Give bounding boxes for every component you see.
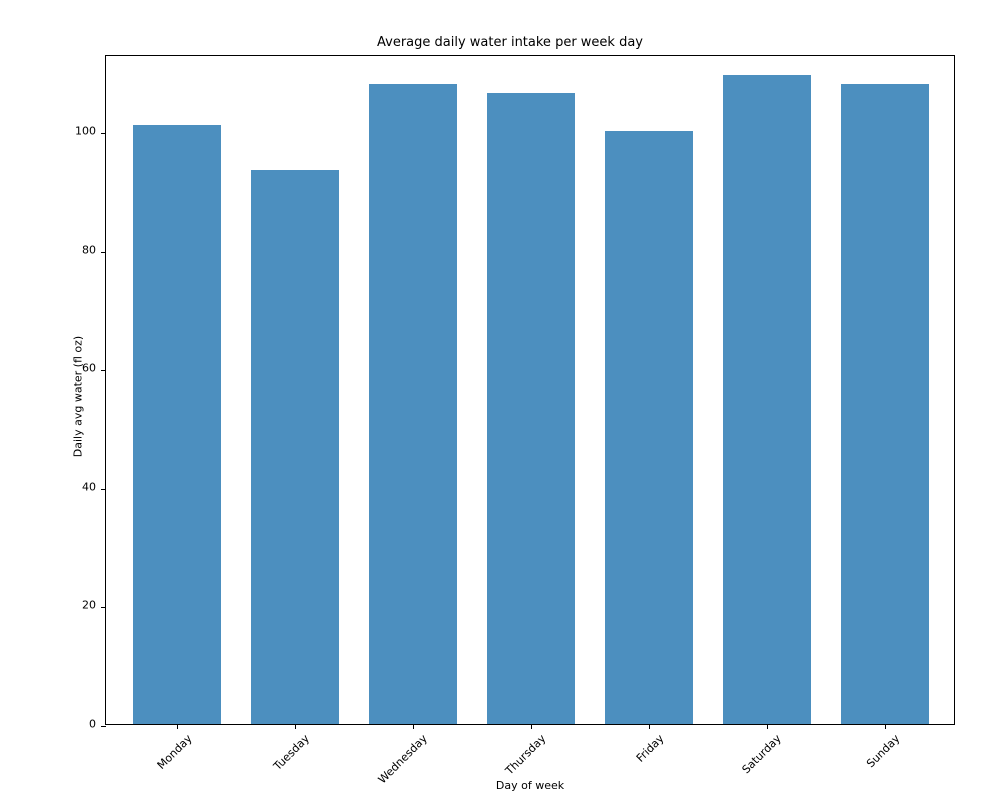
y-tick-mark: [101, 252, 106, 253]
y-tick-label: 100: [75, 125, 96, 138]
y-tick-mark: [101, 607, 106, 608]
chart-container: Average daily water intake per week day …: [60, 30, 960, 750]
bar: [487, 93, 576, 724]
x-tick-mark: [177, 724, 178, 729]
y-tick-mark: [101, 133, 106, 134]
bar: [133, 125, 222, 724]
x-tick-label: Sunday: [864, 732, 902, 770]
y-tick-mark: [101, 370, 106, 371]
x-tick-mark: [885, 724, 886, 729]
y-tick-label: 60: [82, 362, 96, 375]
bars-container: [106, 56, 954, 724]
bar: [723, 75, 812, 724]
x-tick-label: Thursday: [503, 732, 548, 777]
x-tick-mark: [767, 724, 768, 729]
y-tick-label: 0: [89, 718, 96, 731]
x-tick-label: Monday: [155, 732, 195, 772]
bar: [251, 170, 340, 724]
x-tick-label: Wednesday: [376, 732, 430, 786]
chart-title: Average daily water intake per week day: [377, 35, 643, 50]
y-tick-mark: [101, 726, 106, 727]
plot-area: Daily avg water (fl oz) Day of week Mond…: [105, 55, 955, 725]
y-tick-label: 40: [82, 480, 96, 493]
x-tick-label: Saturday: [740, 732, 784, 776]
x-tick-mark: [413, 724, 414, 729]
y-axis-label: Daily avg water (fl oz): [72, 336, 85, 457]
bar: [369, 84, 458, 724]
bar: [605, 131, 694, 724]
y-tick-mark: [101, 489, 106, 490]
x-tick-mark: [649, 724, 650, 729]
x-tick-label: Tuesday: [271, 732, 312, 773]
bar: [841, 84, 930, 724]
y-tick-label: 80: [82, 243, 96, 256]
x-tick-mark: [531, 724, 532, 729]
x-axis-label: Day of week: [496, 779, 564, 792]
x-tick-label: Friday: [634, 732, 667, 765]
x-tick-mark: [295, 724, 296, 729]
y-tick-label: 20: [82, 599, 96, 612]
